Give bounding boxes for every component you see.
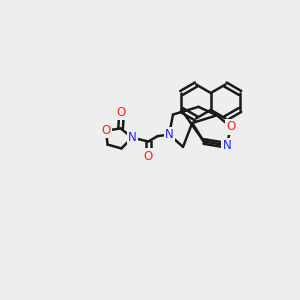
Text: O: O <box>101 124 111 137</box>
Text: N: N <box>128 131 136 144</box>
Text: O: O <box>117 106 126 119</box>
Text: O: O <box>226 120 236 134</box>
Text: N: N <box>165 128 173 141</box>
Text: N: N <box>223 139 231 152</box>
Text: O: O <box>144 150 153 163</box>
